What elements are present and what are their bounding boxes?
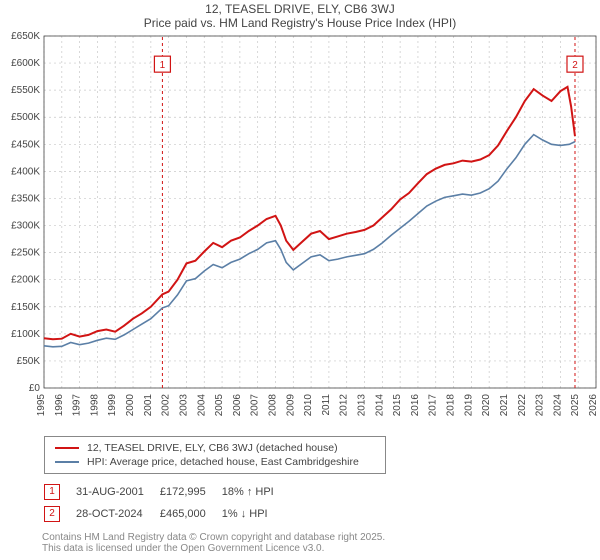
- legend-row-price: 12, TEASEL DRIVE, ELY, CB6 3WJ (detached…: [55, 441, 375, 455]
- legend-swatch-price: [55, 447, 79, 449]
- svg-text:1996: 1996: [54, 394, 65, 417]
- svg-text:2024: 2024: [552, 394, 563, 417]
- svg-text:£400K: £400K: [11, 166, 40, 177]
- chart-svg: £0 £50K £100K £150K £200K £250K £300K £350K £400…: [0, 30, 600, 430]
- svg-text:2023: 2023: [535, 394, 546, 417]
- legend: 12, TEASEL DRIVE, ELY, CB6 3WJ (detached…: [44, 436, 386, 474]
- legend-swatch-hpi: [55, 461, 79, 463]
- chart-title-address: 12, TEASEL DRIVE, ELY, CB6 3WJ: [0, 2, 600, 16]
- footer-line1: Contains HM Land Registry data © Crown c…: [42, 532, 600, 543]
- chart-title-subtitle: Price paid vs. HM Land Registry's House …: [0, 16, 600, 30]
- svg-text:2011: 2011: [321, 394, 332, 416]
- svg-text:1995: 1995: [36, 394, 47, 417]
- svg-text:£250K: £250K: [11, 248, 40, 259]
- svg-text:2007: 2007: [250, 394, 261, 417]
- svg-text:£0: £0: [29, 383, 41, 394]
- svg-text:2003: 2003: [178, 394, 189, 417]
- svg-text:2: 2: [572, 60, 578, 71]
- sale-row: 2 28-OCT-2024£465,0001% ↓ HPI: [44, 504, 288, 524]
- svg-text:2026: 2026: [588, 394, 599, 417]
- svg-text:2021: 2021: [499, 394, 510, 417]
- svg-text:2004: 2004: [196, 394, 207, 417]
- legend-label-price: 12, TEASEL DRIVE, ELY, CB6 3WJ (detached…: [87, 441, 338, 455]
- sale-marker-icon: 1: [44, 484, 60, 500]
- svg-text:2022: 2022: [517, 394, 528, 417]
- svg-text:£50K: £50K: [17, 356, 41, 367]
- svg-text:£200K: £200K: [11, 275, 40, 286]
- svg-text:£100K: £100K: [11, 329, 40, 340]
- svg-text:2009: 2009: [285, 394, 296, 417]
- svg-text:2014: 2014: [374, 394, 385, 417]
- svg-text:£150K: £150K: [11, 302, 40, 313]
- sale-marker-icon: 2: [44, 506, 60, 522]
- sale-date: 31-AUG-2001: [76, 482, 158, 502]
- chart-area: £0 £50K £100K £150K £200K £250K £300K £350K £400…: [0, 30, 600, 430]
- sale-price: £465,000: [160, 504, 220, 524]
- svg-text:2000: 2000: [125, 394, 136, 417]
- svg-text:2019: 2019: [463, 394, 474, 417]
- sale-delta: 18% ↑ HPI: [222, 482, 288, 502]
- sale-price: £172,995: [160, 482, 220, 502]
- svg-text:1997: 1997: [72, 394, 83, 417]
- svg-text:1998: 1998: [89, 394, 100, 417]
- svg-text:2020: 2020: [481, 394, 492, 417]
- svg-text:2008: 2008: [267, 394, 278, 417]
- footer: Contains HM Land Registry data © Crown c…: [42, 532, 600, 554]
- svg-text:2012: 2012: [339, 394, 350, 417]
- svg-text:2001: 2001: [143, 394, 154, 417]
- svg-text:2017: 2017: [428, 394, 439, 417]
- svg-text:2016: 2016: [410, 394, 421, 417]
- sale-row: 1 31-AUG-2001£172,99518% ↑ HPI: [44, 482, 288, 502]
- svg-text:2018: 2018: [446, 394, 457, 417]
- svg-text:2005: 2005: [214, 394, 225, 417]
- svg-text:2006: 2006: [232, 394, 243, 417]
- svg-text:1: 1: [160, 60, 166, 71]
- svg-text:1999: 1999: [107, 394, 118, 417]
- svg-text:2013: 2013: [357, 394, 368, 417]
- svg-text:£500K: £500K: [11, 112, 40, 123]
- svg-text:2025: 2025: [570, 394, 581, 417]
- svg-text:2002: 2002: [161, 394, 172, 417]
- sales-table: 1 31-AUG-2001£172,99518% ↑ HPI 2 28-OCT-202…: [42, 480, 290, 526]
- svg-text:£600K: £600K: [11, 58, 40, 69]
- legend-row-hpi: HPI: Average price, detached house, East…: [55, 455, 375, 469]
- sale-date: 28-OCT-2024: [76, 504, 158, 524]
- sale-delta: 1% ↓ HPI: [222, 504, 288, 524]
- footer-line2: This data is licensed under the Open Gov…: [42, 543, 600, 554]
- svg-text:£350K: £350K: [11, 193, 40, 204]
- svg-text:£650K: £650K: [11, 31, 40, 42]
- svg-text:£450K: £450K: [11, 139, 40, 150]
- svg-text:2015: 2015: [392, 394, 403, 417]
- svg-text:£550K: £550K: [11, 85, 40, 96]
- legend-label-hpi: HPI: Average price, detached house, East…: [87, 455, 359, 469]
- svg-text:£300K: £300K: [11, 221, 40, 232]
- svg-text:2010: 2010: [303, 394, 314, 417]
